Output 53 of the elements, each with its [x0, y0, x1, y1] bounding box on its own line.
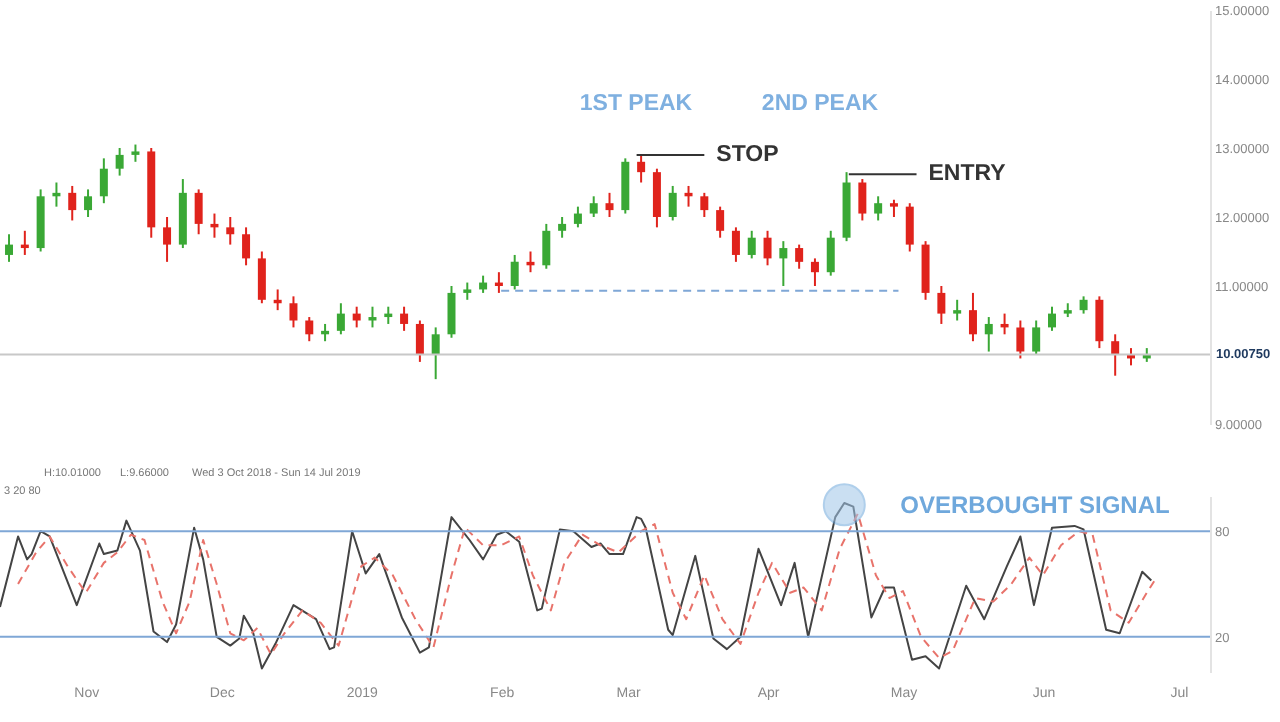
candlestick — [226, 216, 235, 246]
candlestick — [984, 316, 993, 353]
candlestick — [668, 184, 677, 222]
candlestick — [1032, 319, 1041, 356]
candlestick — [637, 153, 646, 184]
annotation: STOP — [716, 142, 780, 167]
candlestick — [99, 157, 108, 205]
candlestick — [510, 253, 519, 291]
candlestick — [447, 285, 456, 339]
candlestick — [194, 188, 203, 236]
candlestick — [289, 295, 298, 329]
candlestick — [716, 205, 725, 239]
candlestick — [163, 216, 172, 263]
candlestick — [573, 205, 582, 229]
candlestick — [1047, 305, 1056, 332]
candlestick — [731, 226, 740, 263]
candlestick — [305, 316, 314, 343]
candlestick — [5, 233, 14, 263]
candlestick — [558, 216, 567, 239]
annotation: OVERBOUGHT SIGNAL — [900, 490, 1170, 519]
candlestick — [84, 188, 93, 218]
candlestick — [589, 195, 598, 218]
candlestick — [257, 250, 266, 305]
candlestick — [700, 191, 709, 218]
candlestick — [763, 229, 772, 267]
candlestick — [874, 195, 883, 222]
candlestick — [115, 147, 124, 177]
candlestick — [652, 167, 661, 229]
candlestick — [431, 326, 440, 381]
candlestick — [747, 229, 756, 260]
candlestick — [779, 240, 788, 287]
candlestick — [352, 305, 361, 329]
candlestick — [905, 202, 914, 253]
candlestick — [1016, 319, 1025, 360]
candlestick — [968, 291, 977, 343]
annotation: ENTRY — [928, 162, 1007, 187]
candlestick — [953, 298, 962, 322]
candlestick — [810, 257, 819, 287]
candlestick — [242, 226, 251, 267]
candlestick — [858, 178, 867, 222]
candlestick — [542, 222, 551, 270]
annotation: 1ST PEAK — [579, 92, 694, 116]
candlestick — [336, 302, 345, 336]
candlestick — [68, 184, 77, 222]
candlestick — [1095, 295, 1104, 350]
candlestick — [826, 229, 835, 277]
candlestick — [605, 191, 614, 218]
candlestick — [937, 285, 946, 325]
candlestick — [368, 305, 377, 329]
candlestick — [400, 305, 409, 332]
candlestick — [415, 319, 424, 363]
candlestick — [795, 243, 804, 270]
annotation: 2ND PEAK — [761, 92, 880, 116]
